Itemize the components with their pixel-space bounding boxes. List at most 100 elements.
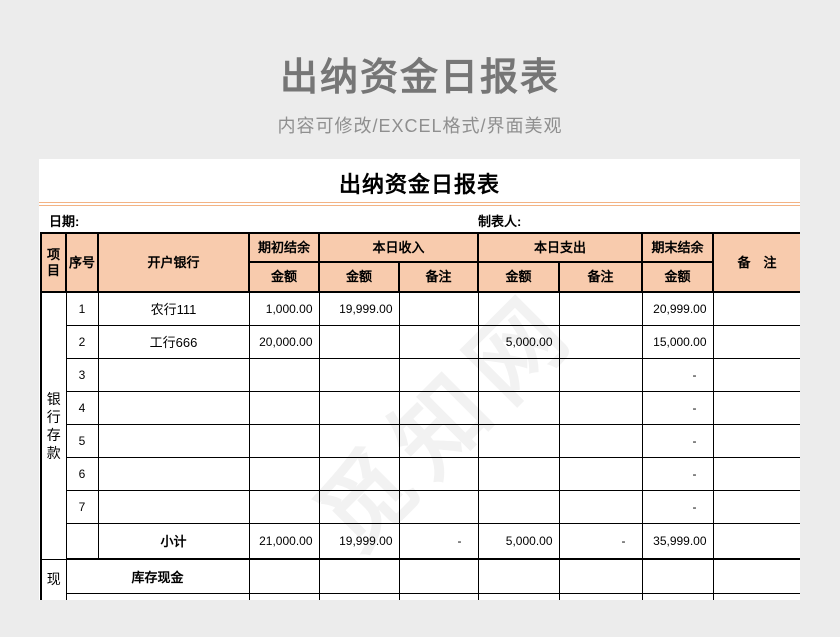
seq-cell: 2 [65,324,99,359]
income_amt-cell[interactable] [318,324,400,359]
opening-cell[interactable] [248,489,320,524]
cell[interactable] [318,558,400,594]
cell[interactable] [477,558,560,594]
income_amt-cell[interactable] [318,423,400,458]
bank-cell[interactable] [97,357,250,392]
opening-cell[interactable] [248,456,320,491]
cell[interactable] [712,558,800,594]
closing-cell[interactable]: 20,999.00 [641,291,714,326]
closing-cell[interactable]: - [641,489,714,524]
bank-cell[interactable]: 农行111 [97,291,250,326]
closing-cell[interactable]: - [641,456,714,491]
sheet-title: 出纳资金日报表 [338,172,500,197]
income_note-cell[interactable] [398,324,479,359]
note-cell[interactable] [712,390,800,425]
expense_note-cell[interactable] [558,390,643,425]
opening-cell[interactable] [248,357,320,392]
opening-cell[interactable]: 21,000.00 [248,522,320,560]
date-field[interactable]: 日期: [49,214,80,229]
header-expense: 本日支出 [477,232,644,263]
cell[interactable] [477,592,560,600]
cell[interactable] [248,558,320,594]
preparer-field[interactable]: 制表人: [478,214,522,229]
income_note-cell[interactable] [398,456,479,491]
closing-cell[interactable]: - [641,357,714,392]
subtotal-row: 小计 21,000.00 19,999.00-5,000.00-35,999.00 [41,522,800,560]
header-seq: 序号 [65,232,99,293]
header-income: 本日收入 [317,232,480,263]
subtotal-label: 小计 [97,522,250,560]
bank-cell[interactable] [97,390,250,425]
income_note-cell[interactable] [398,357,479,392]
expense_note-cell[interactable] [558,456,643,491]
bank-cell[interactable] [97,489,250,524]
header-row-2: 金额 金额 备注 金额 备注 金额 [41,261,800,293]
note-cell[interactable] [712,357,800,392]
expense_note-cell[interactable] [558,423,643,458]
expense_amt-cell[interactable] [477,390,560,425]
income_note-cell[interactable] [398,489,479,524]
seq-cell: 7 [65,489,99,524]
orange-divider [39,202,800,206]
cell[interactable] [712,592,800,600]
expense_note-cell[interactable] [558,357,643,392]
bank-row: 7- [41,489,800,524]
income_amt-cell[interactable]: 19,999.00 [318,291,400,326]
bank-cell[interactable] [97,456,250,491]
closing-cell[interactable]: - [641,390,714,425]
closing-cell[interactable]: 15,000.00 [641,324,714,359]
expense_amt-cell[interactable]: 5,000.00 [477,324,560,359]
seq-cell: 6 [65,456,99,491]
header-bank: 开户银行 [97,232,250,293]
cell[interactable] [248,592,320,600]
header-closing: 期末结余 [641,232,715,263]
income_note-cell[interactable] [398,423,479,458]
cell[interactable] [558,592,643,600]
clipped-row [41,592,800,600]
expense_amt-cell[interactable] [477,291,560,326]
expense_note-cell[interactable] [558,489,643,524]
expense_note-cell[interactable] [558,324,643,359]
income_amt-cell[interactable] [318,489,400,524]
opening-cell[interactable]: 1,000.00 [248,291,320,326]
income_amt-cell[interactable]: 19,999.00 [318,522,400,560]
note-cell[interactable] [712,324,800,359]
cell[interactable] [318,592,400,600]
income_amt-cell[interactable] [318,456,400,491]
expense_amt-cell[interactable] [477,357,560,392]
income_note-cell[interactable]: - [398,522,479,560]
cell[interactable] [65,592,250,600]
income_note-cell[interactable] [398,291,479,326]
cell[interactable] [398,592,479,600]
cell[interactable] [641,592,714,600]
bank-cell[interactable] [97,423,250,458]
closing-cell[interactable]: - [641,423,714,458]
income_amt-cell[interactable] [318,390,400,425]
cell[interactable] [558,558,643,594]
bank-cell[interactable]: 工行666 [97,324,250,359]
cell[interactable] [398,558,479,594]
expense_amt-cell[interactable] [477,489,560,524]
section-bank-label: 银行存款 [40,291,67,560]
note-cell[interactable] [712,423,800,458]
header-item: 项目 [40,232,67,293]
note-cell[interactable] [712,456,800,491]
note-cell[interactable] [712,522,800,560]
header-expense-amount: 金额 [477,261,561,293]
opening-cell[interactable] [248,423,320,458]
expense_amt-cell[interactable] [477,456,560,491]
expense_amt-cell[interactable]: 5,000.00 [477,522,560,560]
expense_amt-cell[interactable] [477,423,560,458]
cash-row: 现 库存现金 [40,558,800,600]
expense_note-cell[interactable]: - [558,522,643,560]
cell[interactable] [641,558,714,594]
note-cell[interactable] [712,489,800,524]
opening-cell[interactable] [248,390,320,425]
note-cell[interactable] [712,291,800,326]
closing-cell[interactable]: 35,999.00 [641,522,714,560]
income_amt-cell[interactable] [318,357,400,392]
opening-cell[interactable]: 20,000.00 [248,324,320,359]
expense_note-cell[interactable] [558,291,643,326]
header-opening-amount: 金额 [248,261,320,293]
income_note-cell[interactable] [398,390,479,425]
